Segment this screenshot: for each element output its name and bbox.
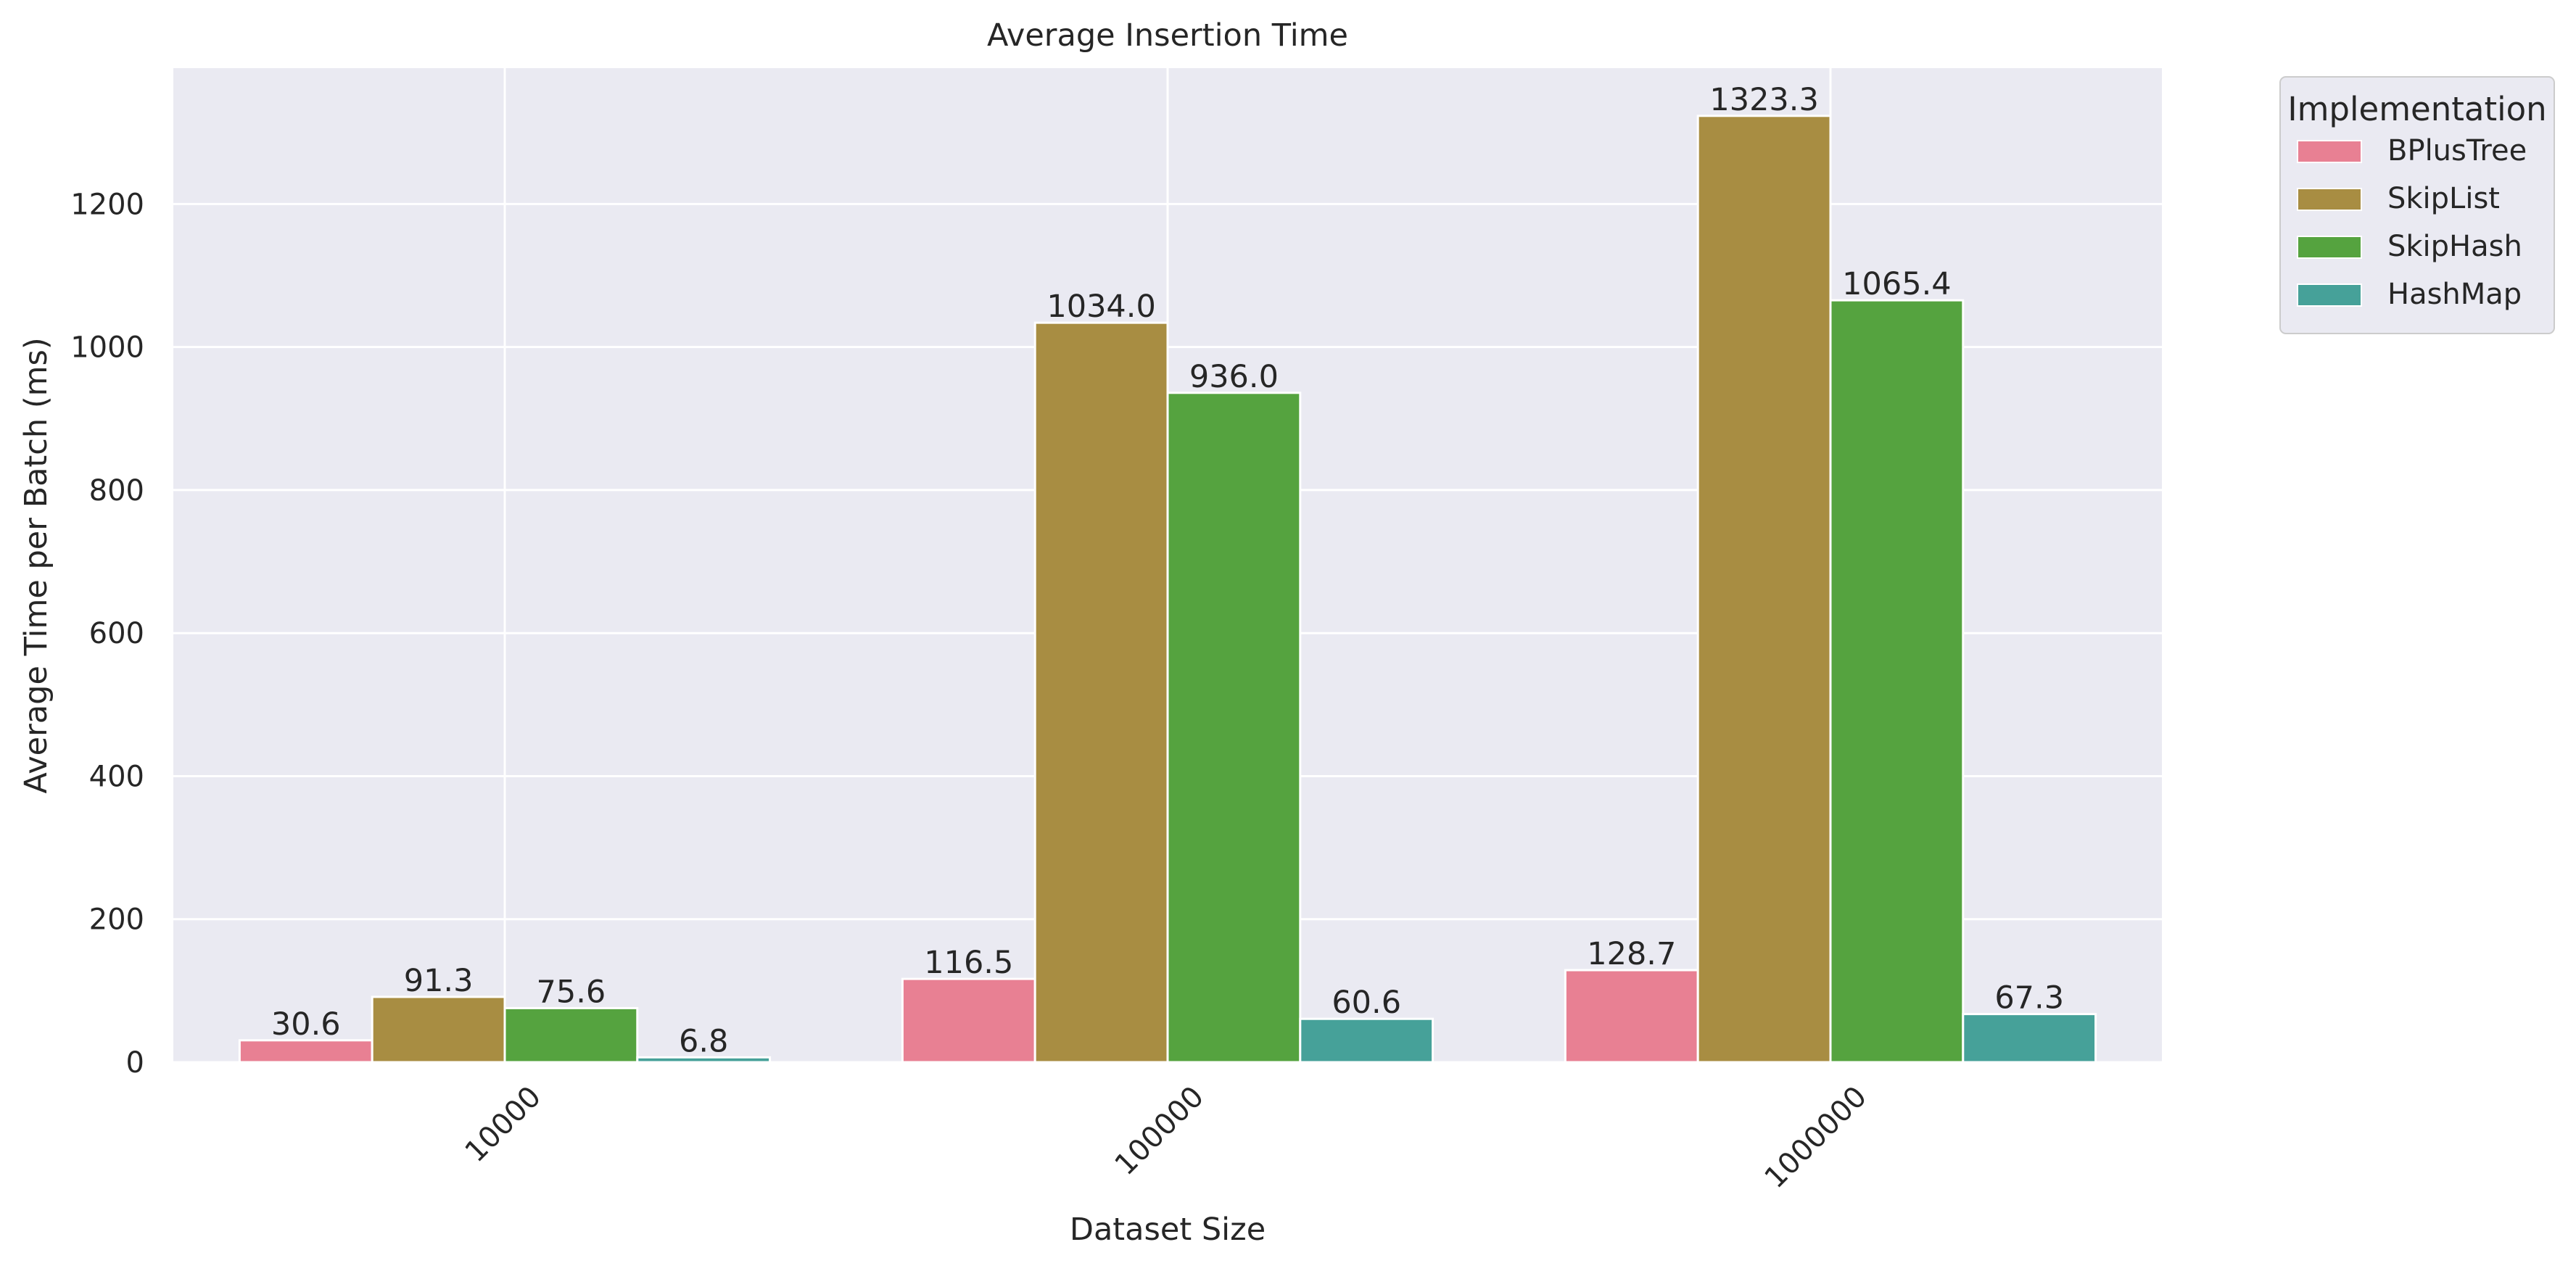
bar	[1166, 392, 1302, 1064]
y-tick-label: 200	[89, 903, 144, 937]
legend: Implementation BPlusTree SkipList SkipHash…	[2279, 76, 2555, 334]
bar	[1696, 115, 1832, 1064]
data-label: 30.6	[271, 1006, 341, 1043]
x-tick-label: 1000000	[1759, 1080, 1874, 1196]
x-axis-label: Dataset Size	[1070, 1212, 1266, 1248]
legend-title: Implementation	[2287, 90, 2546, 128]
legend-swatch	[2297, 188, 2362, 211]
data-label: 1323.3	[1709, 82, 1818, 118]
bar	[371, 995, 506, 1064]
legend-swatch	[2297, 236, 2362, 259]
x-tick-labels: 10000 100000 1000000	[459, 1080, 1874, 1196]
bar	[1962, 1013, 2097, 1064]
legend-label: SkipHash	[2387, 230, 2522, 263]
x-tick-label: 10000	[459, 1080, 548, 1169]
y-axis-label: Average Time per Batch (ms)	[18, 337, 54, 793]
bar	[503, 1006, 639, 1064]
data-label: 60.6	[1332, 985, 1401, 1021]
legend-label: HashMap	[2387, 278, 2522, 311]
bar	[636, 1056, 772, 1064]
bar	[1033, 321, 1169, 1064]
legend-swatch	[2297, 283, 2362, 307]
y-tick-label: 1200	[70, 188, 144, 221]
bar	[1299, 1017, 1434, 1064]
bar	[238, 1039, 373, 1064]
legend-label: BPlusTree	[2387, 134, 2527, 167]
data-label: 1065.4	[1842, 266, 1951, 302]
legend-label: SkipList	[2387, 182, 2500, 215]
bar	[901, 977, 1036, 1064]
data-label: 91.3	[404, 963, 474, 999]
y-tick-label: 800	[89, 474, 144, 508]
data-label: 1034.0	[1046, 289, 1155, 325]
bar	[1564, 969, 1699, 1064]
legend-items: BPlusTree SkipList SkipHash HashMap	[2297, 134, 2527, 311]
bars	[238, 115, 2097, 1064]
data-label: 128.7	[1587, 936, 1676, 972]
bar	[1829, 299, 1965, 1064]
legend-swatch	[2297, 140, 2362, 163]
data-label: 75.6	[537, 974, 606, 1010]
data-label: 67.3	[1994, 980, 2064, 1017]
y-tick-label: 1000	[70, 331, 144, 365]
y-tick-labels: 0 200 400 600 800 1000 1200	[70, 188, 144, 1080]
chart-title: Average Insertion Time	[987, 17, 1348, 54]
y-tick-label: 600	[89, 617, 144, 650]
x-tick-label: 100000	[1109, 1080, 1211, 1183]
data-label: 116.5	[924, 945, 1013, 981]
data-label: 6.8	[679, 1023, 728, 1059]
data-label: 936.0	[1189, 359, 1279, 395]
y-tick-label: 400	[89, 760, 144, 793]
y-tick-label: 0	[126, 1046, 144, 1080]
data-labels: 30.6 116.5 128.7 91.3 1034.0 1323.3 75.6 936.0 1…	[271, 82, 2064, 1060]
